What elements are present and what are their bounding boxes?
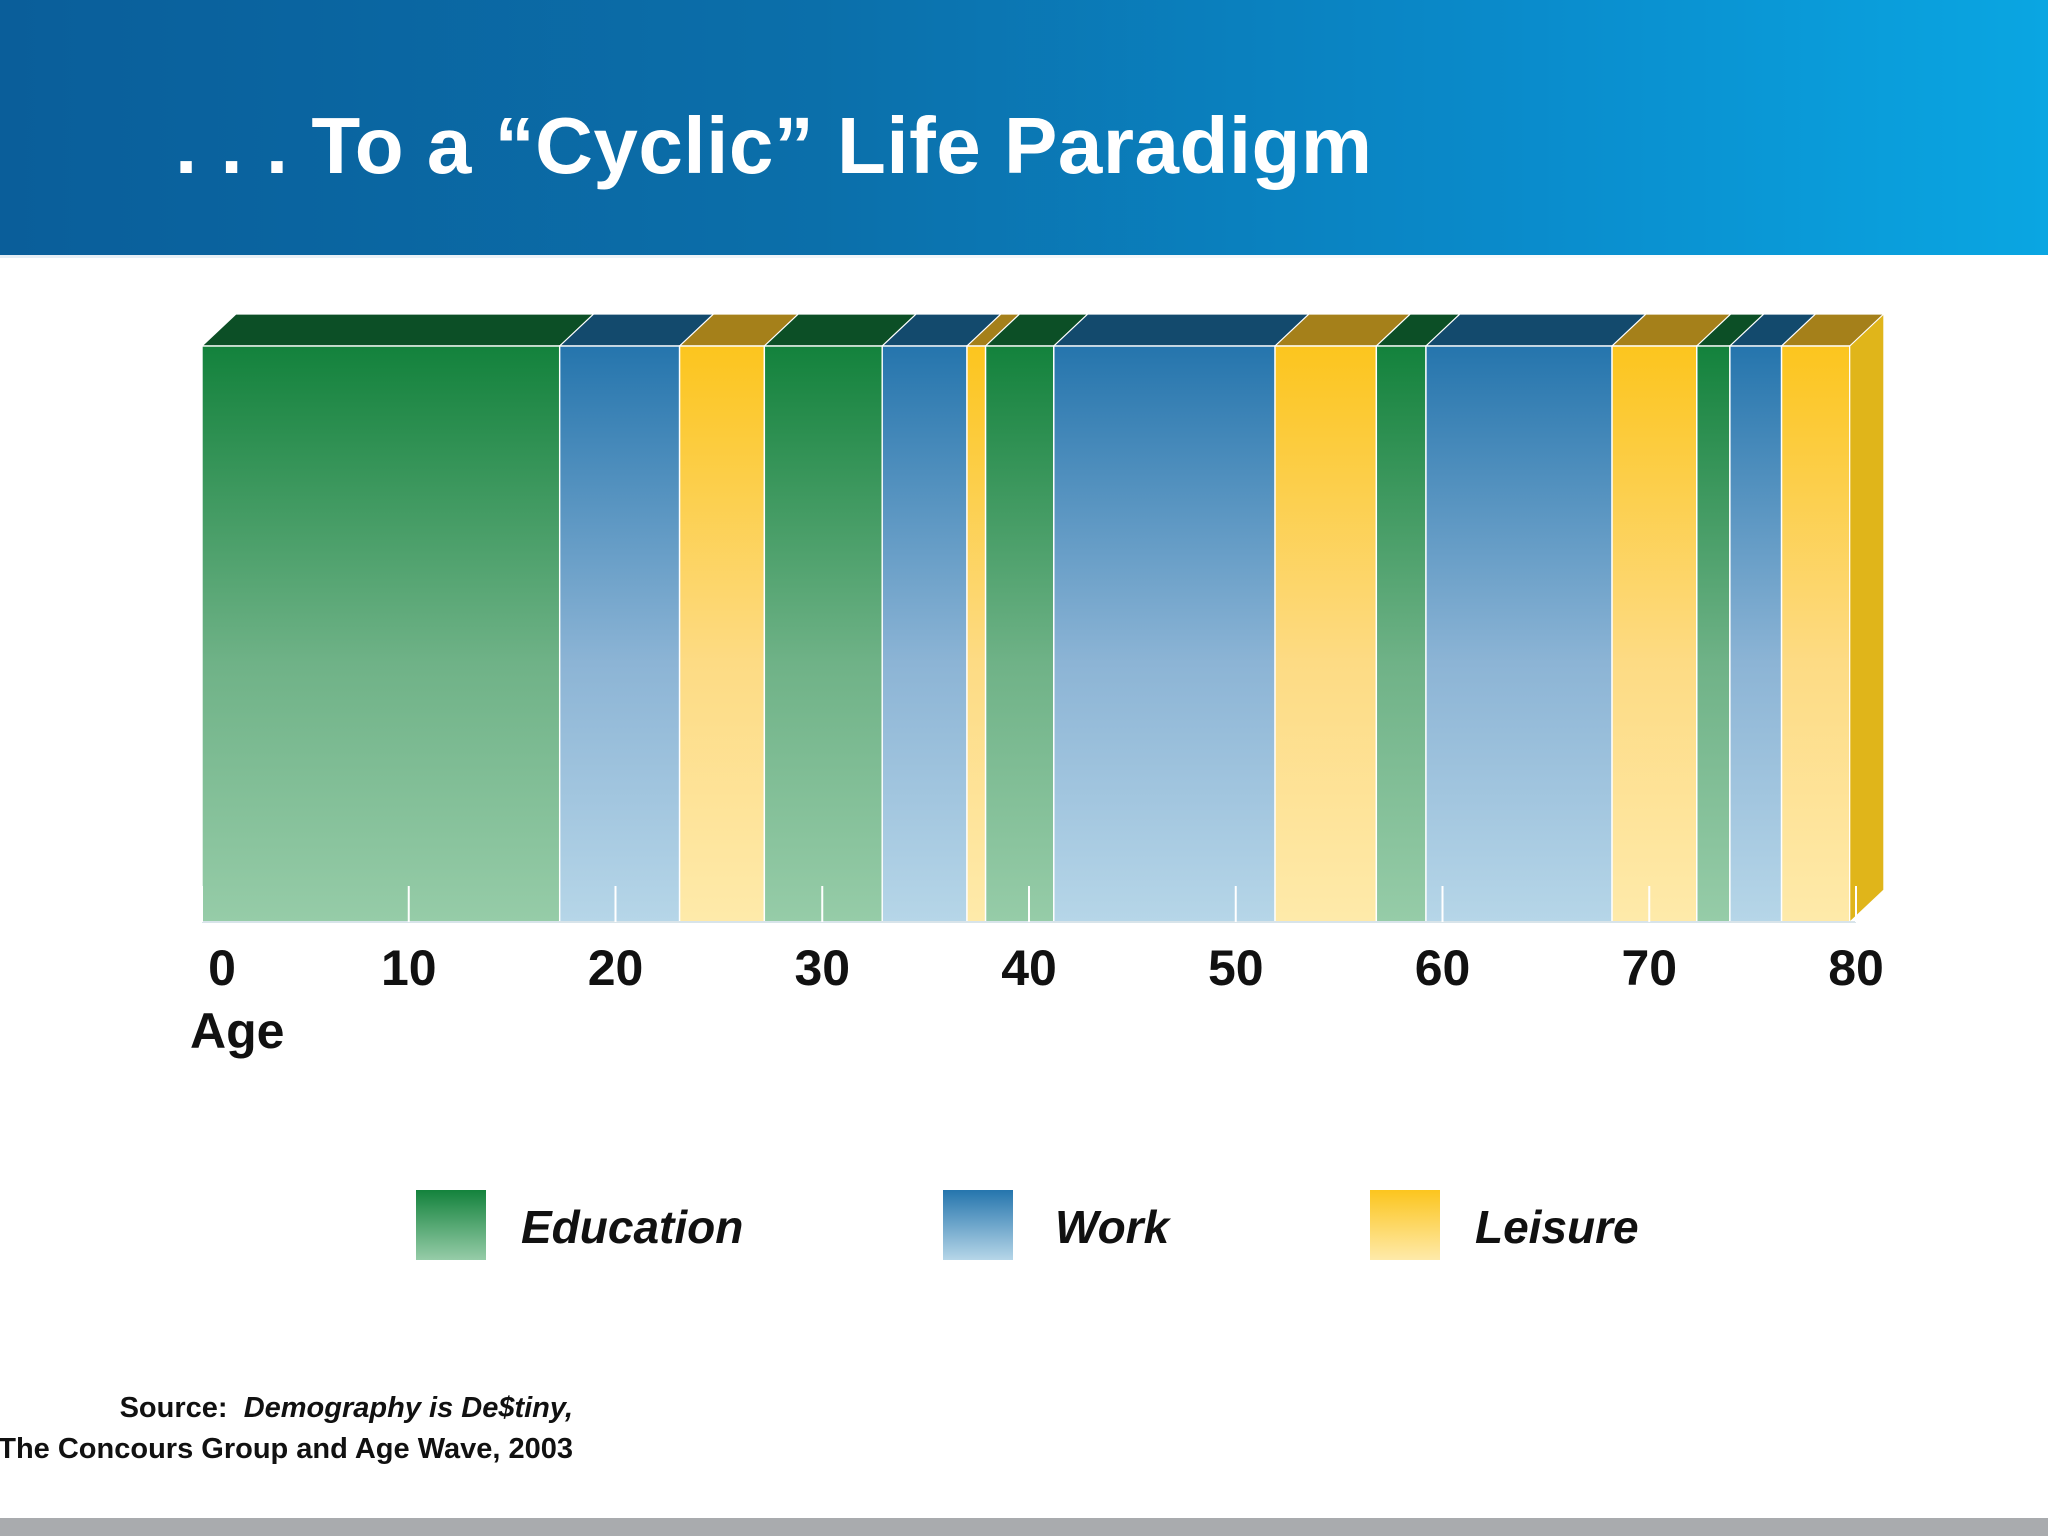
source-citation: Source: Demography is De$tiny, The Conco… (0, 1388, 573, 1470)
bar-segment-leisure-5 (966, 345, 987, 923)
source-line-1: Source: Demography is De$tiny, (0, 1388, 573, 1429)
bar-segment-work-10 (1425, 345, 1613, 923)
bar-side-end (1849, 312, 1885, 924)
source-title: Demography is De$tiny, (243, 1392, 573, 1424)
x-tick-label-20: 20 (588, 940, 644, 996)
bar-segment-education-12 (1696, 345, 1731, 923)
bar-top-work-7 (1052, 313, 1311, 347)
source-prefix: Source: (119, 1392, 228, 1424)
bar-segment-work-13 (1729, 345, 1783, 923)
bar-top-faces (200, 313, 1886, 347)
bar-segment-education-0 (201, 345, 561, 923)
bar-segment-work-7 (1053, 345, 1276, 923)
x-tick-labels: 0 10 20 30 40 50 60 70 80 (208, 940, 1884, 996)
x-tick-label-50: 50 (1208, 940, 1264, 996)
bar-segment-leisure-8 (1274, 345, 1378, 923)
header-divider (0, 255, 2048, 258)
x-tick-label-30: 30 (794, 940, 850, 996)
bar-segment-leisure-11 (1611, 345, 1698, 923)
bar-segment-education-6 (984, 345, 1055, 923)
slide-title: . . . To a “Cyclic” Life Paradigm (175, 101, 1373, 190)
bar-segment-work-1 (558, 345, 681, 923)
bar-segment-education-9 (1375, 345, 1427, 923)
x-tick-label-70: 70 (1621, 940, 1677, 996)
x-tick-label-10: 10 (381, 940, 437, 996)
bar-segment-leisure-14 (1780, 345, 1851, 923)
x-axis-label: Age (190, 1003, 284, 1059)
bar-segment-education-3 (763, 345, 883, 923)
x-axis (201, 886, 1857, 923)
bar-top-work-10 (1424, 313, 1648, 347)
x-tick-label-40: 40 (1001, 940, 1057, 996)
bar-segment-work-4 (881, 345, 968, 923)
x-tick-label-60: 60 (1415, 940, 1471, 996)
bar-side-face (1849, 312, 1885, 924)
x-tick-label-0: 0 (208, 940, 236, 996)
bar-top-education-0 (200, 313, 596, 347)
footer-bar (0, 1518, 2048, 1536)
bar-segment-leisure-2 (678, 345, 766, 923)
x-tick-label-80: 80 (1828, 940, 1884, 996)
bar-front-faces (201, 345, 1851, 923)
header-banner (0, 0, 2048, 255)
source-line-2: The Concours Group and Age Wave, 2003 (0, 1433, 573, 1465)
